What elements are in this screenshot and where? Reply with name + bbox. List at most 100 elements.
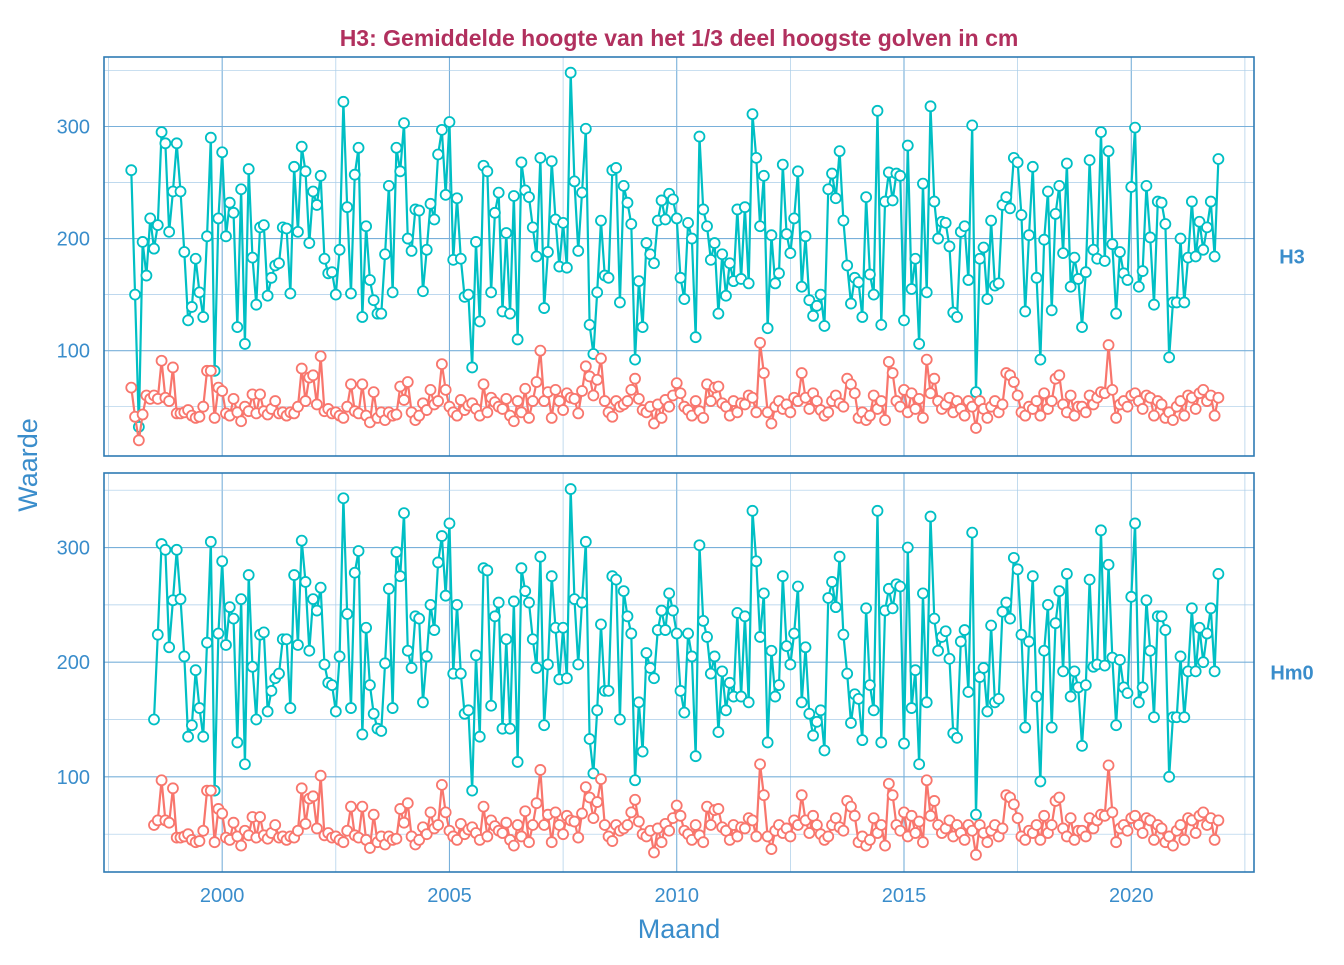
data-point	[739, 201, 751, 214]
data-point	[1057, 247, 1069, 260]
data-point	[367, 386, 380, 399]
data-point	[477, 800, 490, 813]
data-point	[621, 610, 634, 623]
data-point	[886, 789, 899, 802]
data-point	[250, 713, 263, 726]
data-point	[712, 307, 725, 320]
data-point	[1026, 160, 1039, 173]
data-point	[318, 252, 331, 265]
data-point	[333, 243, 346, 256]
data-point	[1193, 215, 1206, 228]
data-point	[526, 633, 539, 646]
data-point	[507, 595, 520, 608]
data-point	[424, 598, 437, 611]
data-point	[261, 705, 274, 718]
data-point	[606, 410, 619, 423]
data-point	[845, 717, 857, 729]
data-point	[504, 307, 516, 320]
data-point	[534, 764, 547, 776]
data-point	[754, 336, 766, 349]
data-point	[337, 411, 350, 424]
data-point	[807, 729, 819, 742]
data-point	[379, 248, 391, 261]
data-point	[598, 819, 611, 831]
data-point	[163, 225, 176, 238]
data-point	[875, 395, 888, 407]
data-point	[1189, 250, 1202, 263]
data-point	[799, 641, 812, 654]
data-point	[704, 667, 717, 680]
data-point	[739, 822, 751, 835]
data-point	[204, 364, 217, 377]
data-point	[920, 696, 933, 709]
data-point	[909, 403, 922, 415]
data-point	[1132, 280, 1145, 293]
data-point	[557, 621, 569, 634]
data-point	[632, 275, 645, 288]
data-point	[943, 652, 956, 665]
data-point	[1045, 819, 1058, 831]
data-point	[742, 696, 755, 709]
data-point	[1136, 265, 1149, 277]
data-point	[901, 541, 914, 554]
data-point	[746, 108, 759, 121]
data-point	[697, 615, 710, 627]
data-point	[572, 407, 585, 420]
data-point	[390, 141, 403, 154]
data-point	[204, 131, 217, 144]
data-point	[538, 819, 551, 831]
data-point	[223, 601, 236, 614]
data-point	[424, 383, 437, 396]
data-point	[867, 288, 880, 301]
data-point	[913, 338, 926, 350]
data-point	[451, 598, 463, 611]
data-point	[1132, 696, 1145, 709]
data-point	[867, 389, 880, 402]
data-point	[451, 192, 463, 205]
data-point	[1136, 827, 1149, 839]
data-point	[405, 662, 418, 674]
data-point	[598, 395, 611, 407]
data-point	[860, 602, 873, 615]
data-point	[364, 842, 376, 854]
data-point	[1102, 759, 1115, 772]
data-point	[939, 625, 952, 638]
data-point	[227, 206, 240, 219]
data-point	[829, 192, 842, 205]
data-point	[1189, 665, 1202, 678]
data-point	[182, 730, 194, 743]
data-point	[894, 169, 907, 182]
data-point	[326, 266, 338, 279]
data-point	[1083, 154, 1096, 167]
data-point	[625, 806, 638, 819]
data-point	[500, 633, 513, 646]
data-point	[534, 344, 547, 357]
data-point	[856, 311, 869, 323]
data-point	[216, 807, 229, 820]
series-1	[125, 336, 1225, 447]
data-point	[591, 796, 604, 808]
data-point	[1155, 610, 1168, 623]
data-point	[257, 219, 270, 232]
data-point	[439, 589, 452, 602]
data-point	[913, 758, 926, 771]
data-point	[136, 408, 149, 421]
data-point	[439, 188, 452, 201]
data-point	[189, 664, 202, 677]
data-point	[1030, 819, 1043, 831]
data-point	[701, 631, 713, 643]
data-point	[799, 230, 812, 243]
data-point	[886, 602, 899, 615]
data-point	[284, 287, 297, 300]
data-point	[845, 297, 857, 310]
data-point	[765, 417, 778, 430]
data-point	[750, 151, 763, 164]
data-point	[295, 140, 308, 153]
data-point	[329, 705, 342, 718]
data-point	[443, 116, 456, 128]
data-point	[1030, 395, 1043, 407]
data-point	[693, 130, 706, 143]
data-point	[841, 259, 854, 272]
data-point	[170, 543, 183, 556]
data-point	[992, 692, 1005, 705]
